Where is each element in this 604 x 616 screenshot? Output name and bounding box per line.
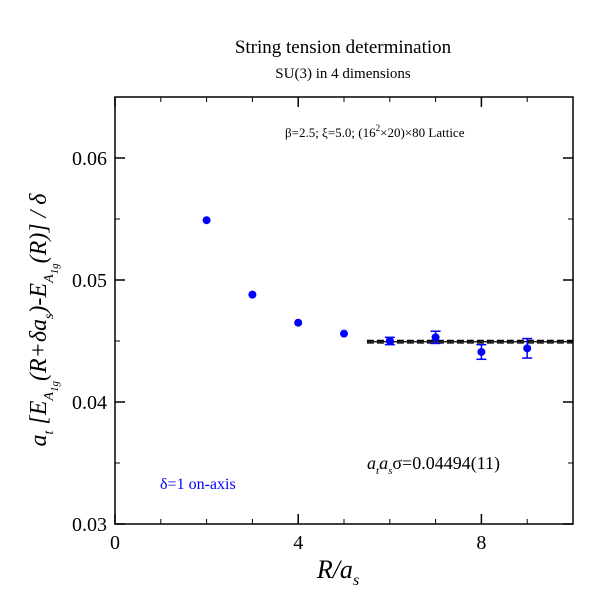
x-tick-labels: 0 4 8 [110, 532, 486, 554]
y-axis-label: at [EA1g(R+δas)-EA1g(R)] / δ [26, 193, 61, 447]
x-tick-label: 8 [476, 532, 486, 554]
data-point [294, 318, 303, 327]
major-ticks [114, 97, 573, 525]
y-tick-label: 0.05 [72, 270, 107, 292]
chart-subtitle: SU(3) in 4 dimensions [275, 66, 411, 82]
y-tick-label: 0.04 [72, 392, 107, 414]
data-point [431, 333, 440, 342]
y-tick-label: 0.06 [72, 148, 107, 170]
plot-frame [114, 96, 574, 525]
minor-ticks [115, 96, 574, 524]
data-point [202, 216, 211, 225]
fit-band [366, 339, 573, 344]
fit-result-annotation: atasσ=0.04494(11) [367, 453, 500, 477]
x-axis-label: R/as [316, 555, 359, 589]
data-point [340, 329, 348, 338]
data-point [477, 347, 486, 356]
lattice-params-annotation: β=2.5; ξ=5.0; (162×20)×80 Lattice [285, 123, 465, 140]
y-tick-label: 0.03 [72, 514, 107, 536]
y-tick-labels: 0.03 0.04 0.05 0.06 [72, 148, 107, 536]
data-point [248, 290, 257, 299]
x-tick-label: 0 [110, 532, 120, 554]
data-point [523, 344, 532, 353]
data-point [385, 337, 394, 345]
data-series [202, 216, 533, 361]
series-legend-label: δ=1 on-axis [160, 476, 236, 493]
chart-title: String tension determination [235, 37, 452, 58]
x-tick-label: 4 [293, 532, 303, 554]
